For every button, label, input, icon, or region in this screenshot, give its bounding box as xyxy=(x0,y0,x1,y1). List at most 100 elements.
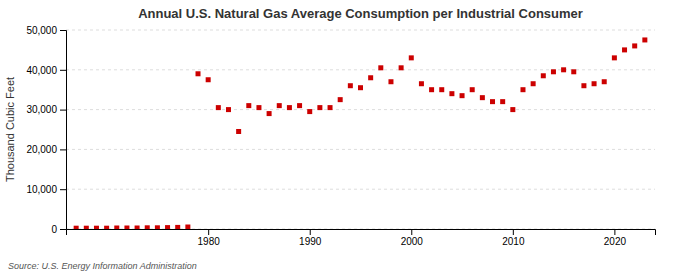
point xyxy=(571,69,576,74)
point xyxy=(328,105,333,110)
x-tick-label: 2010 xyxy=(502,236,525,247)
point xyxy=(531,81,536,86)
point xyxy=(561,67,566,72)
x-tick-label: 2000 xyxy=(401,236,424,247)
point xyxy=(277,103,282,108)
point xyxy=(510,107,515,112)
points xyxy=(74,37,648,229)
x-tick-label: 1990 xyxy=(299,236,322,247)
grid-line xyxy=(66,109,655,110)
point xyxy=(74,226,79,229)
x-tick-mark xyxy=(411,229,412,235)
y-axis-line xyxy=(60,31,67,230)
point xyxy=(581,83,586,88)
point xyxy=(551,69,556,74)
x-tick: 2010 xyxy=(502,229,525,247)
point xyxy=(368,75,373,80)
point xyxy=(378,65,383,70)
point xyxy=(114,226,119,229)
point xyxy=(135,226,140,229)
y-tick-label: 20,000 xyxy=(26,144,57,155)
y-tick-label: 30,000 xyxy=(26,104,57,115)
point xyxy=(632,43,637,48)
point xyxy=(175,225,180,229)
grid-line xyxy=(66,149,655,150)
point xyxy=(267,111,272,116)
y-tick-mark xyxy=(60,30,66,31)
y-tick-label: 40,000 xyxy=(26,65,57,76)
point xyxy=(317,105,322,110)
y-tick: 40,000 xyxy=(26,65,66,76)
point xyxy=(460,93,465,98)
point xyxy=(409,55,414,60)
point xyxy=(124,226,129,229)
point xyxy=(165,225,170,229)
x-tick-mark xyxy=(310,229,311,235)
y-tick-mark xyxy=(60,110,66,111)
title: Annual U.S. Natural Gas Average Consumpt… xyxy=(138,6,583,21)
point xyxy=(541,73,546,78)
point xyxy=(226,107,231,112)
point xyxy=(94,226,99,229)
x-axis-line xyxy=(67,230,656,236)
x-tick-mark xyxy=(614,229,615,235)
y-axis-title: Thousand Cubic Feet xyxy=(4,77,16,182)
point xyxy=(338,97,343,102)
point xyxy=(500,99,505,104)
y-tick-label: 10,000 xyxy=(26,184,57,195)
y-tick-mark xyxy=(60,149,66,150)
point xyxy=(449,91,454,96)
point xyxy=(297,103,302,108)
y-tick: 0 xyxy=(51,224,66,235)
point xyxy=(287,105,292,110)
point xyxy=(256,105,261,110)
point xyxy=(388,79,393,84)
y-tick-label: 0 xyxy=(51,224,57,235)
point xyxy=(642,37,647,42)
point xyxy=(246,103,251,108)
point xyxy=(490,99,495,104)
x-tick: 1980 xyxy=(198,229,221,247)
grid-line xyxy=(66,189,655,190)
plot: 1980 1990 2000 2010 2020 0 10,000 20,000 30,000 4… xyxy=(26,25,655,247)
grid-line xyxy=(66,30,655,31)
point xyxy=(429,87,434,92)
point xyxy=(206,77,211,82)
y-tick-mark xyxy=(60,189,66,190)
grid xyxy=(66,30,655,229)
grid-line xyxy=(66,69,655,70)
point xyxy=(348,83,353,88)
x-tick-mark xyxy=(513,229,514,235)
y-tick: 10,000 xyxy=(26,184,66,195)
y-tick-mark xyxy=(60,70,66,71)
point xyxy=(358,85,363,90)
point xyxy=(236,129,241,134)
x-tick: 2020 xyxy=(604,229,627,247)
point xyxy=(145,225,150,229)
point xyxy=(480,95,485,100)
point xyxy=(185,225,190,229)
point xyxy=(196,71,201,76)
x-tick: 2000 xyxy=(401,229,424,247)
point xyxy=(399,65,404,70)
x-tick-label: 2020 xyxy=(604,236,627,247)
y-axis: 0 10,000 20,000 30,000 40,000 50,000 xyxy=(26,25,66,235)
point xyxy=(602,79,607,84)
point xyxy=(592,81,597,86)
chart: 1980 1990 2000 2010 2020 0 10,000 20,000 30,000 4… xyxy=(0,0,675,275)
y-tick-label: 50,000 xyxy=(26,25,57,36)
x-tick-label: 1980 xyxy=(198,236,221,247)
x-tick-mark xyxy=(208,229,209,235)
point xyxy=(216,105,221,110)
x-tick: 1990 xyxy=(299,229,322,247)
point xyxy=(622,47,627,52)
point xyxy=(419,81,424,86)
y-tick: 20,000 xyxy=(26,144,66,155)
point xyxy=(104,226,109,229)
y-tick: 50,000 xyxy=(26,25,66,36)
point xyxy=(155,225,160,229)
point xyxy=(612,55,617,60)
point xyxy=(439,87,444,92)
point xyxy=(84,226,89,229)
y-tick: 30,000 xyxy=(26,104,66,115)
